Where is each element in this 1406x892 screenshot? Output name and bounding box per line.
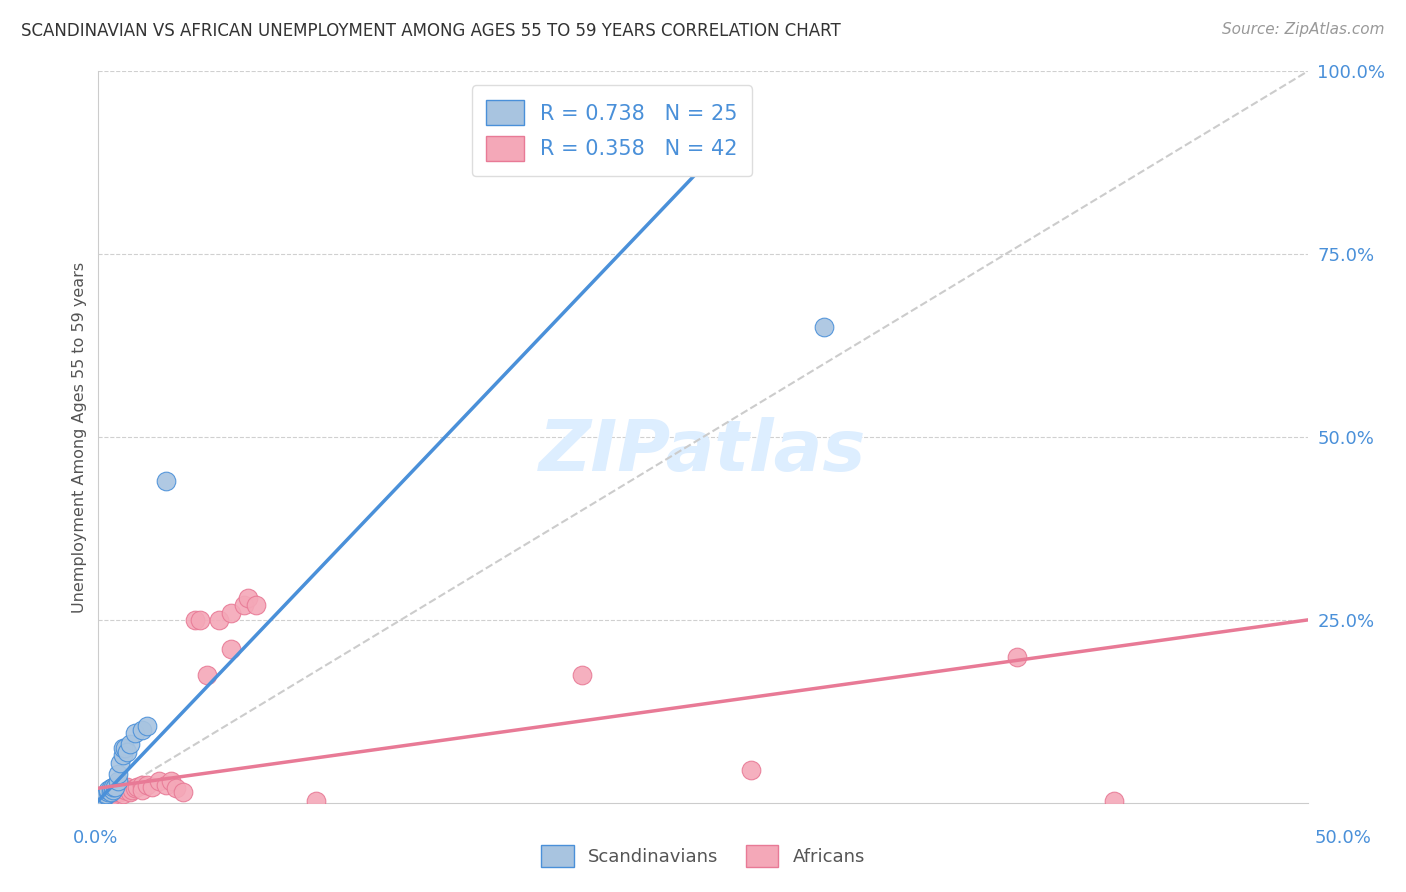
Point: [124, 781, 146, 796]
Point: [100, 785, 122, 799]
Point: [118, 737, 141, 751]
Point: [107, 766, 129, 780]
Point: [221, 642, 243, 657]
Point: [97, 789, 120, 803]
Point: [232, 599, 254, 613]
Point: [238, 591, 260, 605]
Point: [101, 780, 124, 794]
Point: [111, 781, 134, 796]
Point: [188, 613, 211, 627]
Point: [100, 781, 122, 796]
Point: [305, 794, 328, 808]
Point: [101, 785, 124, 799]
Point: [97, 785, 120, 799]
Legend: Scandinavians, Africans: Scandinavians, Africans: [534, 838, 872, 874]
Legend: R = 0.738   N = 25, R = 0.358   N = 42: R = 0.738 N = 25, R = 0.358 N = 42: [471, 86, 752, 176]
Point: [111, 740, 134, 755]
Point: [94, 789, 117, 803]
Point: [104, 780, 127, 794]
Point: [108, 785, 131, 799]
Point: [104, 785, 127, 799]
Point: [813, 320, 835, 334]
Point: [91, 792, 114, 806]
Text: 0.0%: 0.0%: [73, 829, 118, 847]
Point: [740, 763, 762, 777]
Point: [208, 613, 231, 627]
Point: [127, 780, 149, 794]
Point: [97, 782, 120, 797]
Point: [117, 745, 139, 759]
Y-axis label: Unemployment Among Ages 55 to 59 years: Unemployment Among Ages 55 to 59 years: [72, 261, 87, 613]
Point: [94, 787, 117, 801]
Point: [1007, 649, 1029, 664]
Point: [94, 789, 117, 804]
Point: [172, 785, 194, 799]
Point: [1102, 794, 1125, 808]
Point: [124, 726, 146, 740]
Point: [107, 773, 129, 788]
Text: ZIPatlas: ZIPatlas: [540, 417, 866, 486]
Point: [114, 740, 136, 755]
Point: [108, 756, 131, 770]
Point: [221, 606, 243, 620]
Point: [121, 782, 143, 797]
Point: [131, 723, 153, 737]
Point: [107, 782, 129, 797]
Point: [91, 789, 114, 804]
Point: [90, 792, 112, 806]
Text: 50.0%: 50.0%: [1315, 829, 1371, 847]
Point: [148, 773, 170, 788]
Point: [90, 792, 112, 806]
Point: [91, 789, 114, 804]
Point: [111, 748, 134, 763]
Point: [135, 778, 157, 792]
Point: [141, 780, 163, 794]
Text: SCANDINAVIAN VS AFRICAN UNEMPLOYMENT AMONG AGES 55 TO 59 YEARS CORRELATION CHART: SCANDINAVIAN VS AFRICAN UNEMPLOYMENT AMO…: [21, 22, 841, 40]
Point: [571, 667, 593, 681]
Point: [117, 780, 139, 794]
Point: [155, 778, 177, 792]
Point: [131, 778, 153, 792]
Point: [155, 474, 177, 488]
Point: [195, 667, 218, 681]
Point: [165, 781, 187, 796]
Point: [100, 787, 122, 801]
Point: [184, 613, 207, 627]
Point: [245, 599, 267, 613]
Point: [131, 782, 153, 797]
Point: [101, 789, 124, 803]
Point: [135, 719, 157, 733]
Point: [111, 787, 134, 801]
Point: [114, 782, 136, 797]
Point: [118, 785, 141, 799]
Point: [160, 773, 183, 788]
Point: [101, 782, 124, 797]
Text: Source: ZipAtlas.com: Source: ZipAtlas.com: [1222, 22, 1385, 37]
Point: [97, 792, 120, 806]
